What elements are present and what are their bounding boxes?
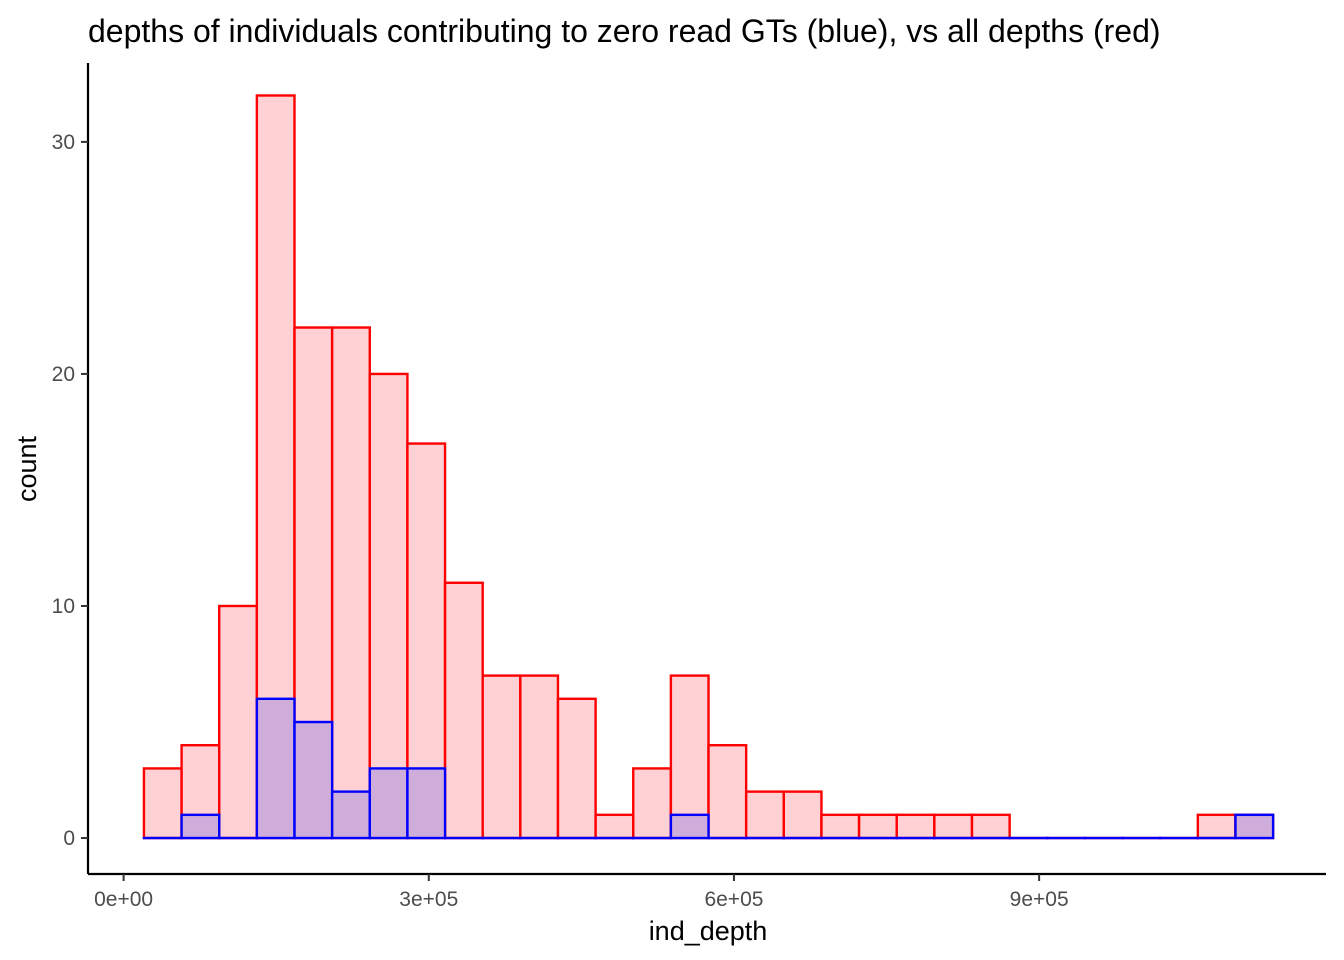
bar-red-0 [142, 767, 183, 840]
bar-red-18 [820, 813, 861, 840]
bar-red-12 [594, 813, 635, 840]
bar-blue-4 [293, 720, 334, 840]
bar-red-13 [632, 767, 673, 840]
x-axis-title: ind_depth [649, 916, 768, 946]
bar-red-14 [669, 674, 710, 840]
x-tick-label-2: 6e+05 [704, 888, 763, 911]
bar-red-15 [707, 744, 748, 840]
bar-red-17 [782, 790, 823, 840]
bar-blue-3 [255, 697, 296, 840]
bar-red-11 [556, 697, 597, 840]
bar-red-22 [970, 813, 1011, 840]
bar-red-16 [744, 790, 786, 840]
bar-red-5 [330, 326, 371, 840]
bar-blue-1 [180, 813, 221, 840]
bar-red-2 [218, 604, 259, 840]
bar-blue-7 [406, 767, 447, 840]
bar-red-21 [933, 813, 974, 840]
bars [142, 94, 1275, 840]
y-tick-label-2: 20 [52, 363, 75, 386]
x-tick-label-0: 0e+00 [94, 888, 153, 911]
bar-blue-14 [669, 813, 710, 840]
chart-title: depths of individuals contributing to ze… [88, 13, 1161, 49]
x-tick-label-3: 9e+05 [1010, 888, 1069, 911]
y-axis-title: count [12, 435, 42, 502]
bar-red-19 [857, 813, 898, 840]
bar-red-28 [1196, 813, 1237, 840]
y-tick-label-0: 0 [63, 827, 75, 850]
y-axis: 0 10 20 30 [52, 63, 90, 874]
bar-red-10 [519, 674, 560, 840]
y-tick-label-1: 10 [52, 595, 75, 618]
x-tick-label-1: 3e+05 [399, 888, 458, 911]
bar-red-9 [481, 674, 522, 840]
bar-blue-5 [330, 790, 371, 840]
bar-red-20 [895, 813, 936, 840]
bar-blue-6 [368, 767, 409, 840]
y-tick-label-3: 30 [52, 131, 75, 154]
bar-blue-29 [1234, 813, 1275, 840]
bar-red-8 [443, 581, 484, 840]
x-axis: 0e+00 3e+05 6e+05 9e+05 [88, 872, 1326, 911]
series-zero-read-gts [142, 697, 1275, 840]
